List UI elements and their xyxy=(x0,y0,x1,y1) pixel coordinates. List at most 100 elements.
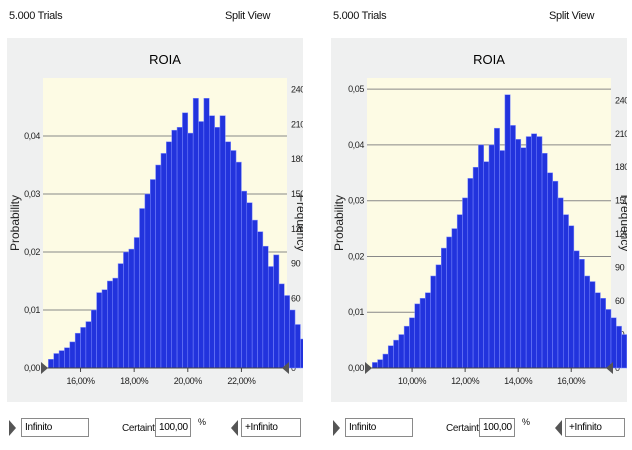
histogram-bar xyxy=(382,353,389,369)
histogram-bar xyxy=(621,334,627,369)
right-grabber-icon[interactable] xyxy=(231,420,238,436)
y2-tick-label: 60 xyxy=(291,293,301,303)
lower-bound-input[interactable]: Infinito xyxy=(21,418,89,437)
split-view-toggle[interactable]: Split View xyxy=(225,10,271,22)
histogram-bar xyxy=(568,225,575,369)
x-tick-label: 10,00% xyxy=(398,376,427,386)
right-panel: 5.000 Trials Split View ROIA 0,00 0,01 0,02… xyxy=(327,0,629,450)
histogram-bar xyxy=(393,339,400,369)
histogram-bar xyxy=(467,178,474,369)
histogram-bar xyxy=(123,251,130,369)
left-panel: 5.000 Trials Split View ROIA 0,00 0,01 0,02… xyxy=(3,0,305,450)
histogram-bar xyxy=(552,180,559,369)
y-axis-title: Probability xyxy=(332,195,346,251)
histogram-bar xyxy=(409,317,415,369)
chart-title: ROIA xyxy=(149,52,181,67)
left-marker-icon xyxy=(365,362,372,374)
histogram-bar xyxy=(435,264,442,369)
histogram-bar xyxy=(48,359,54,369)
x-tick-label: 16,00% xyxy=(66,376,95,386)
histogram-bar xyxy=(578,259,585,369)
certainty-bar: Infinito Certainty: 100,00 % +Infinito xyxy=(3,412,305,446)
histogram-bar xyxy=(246,202,253,369)
histogram-bar xyxy=(74,332,81,369)
y2-tick-label: 240 xyxy=(291,85,303,95)
histogram-bar xyxy=(112,277,119,369)
left-grabber-icon[interactable] xyxy=(333,420,340,436)
histogram-bar xyxy=(504,94,511,369)
histogram-bar xyxy=(589,281,596,369)
histogram-bar xyxy=(584,275,591,369)
histogram-bar xyxy=(267,266,274,369)
right-marker-icon xyxy=(282,362,289,374)
histogram-bar xyxy=(284,295,290,369)
histogram-bar xyxy=(387,345,394,369)
histogram-bar xyxy=(203,98,210,369)
histogram-bar xyxy=(294,324,301,369)
lower-bound-input[interactable]: Infinito xyxy=(345,418,413,437)
histogram-bar xyxy=(446,236,453,369)
histogram-bar xyxy=(278,283,285,369)
histogram-bar xyxy=(425,292,431,369)
histogram-bar xyxy=(230,150,237,369)
histogram-bar xyxy=(144,193,151,369)
histogram-bar xyxy=(117,263,124,369)
histogram-bar xyxy=(462,197,469,369)
histogram-bar xyxy=(525,136,532,369)
histogram-bar xyxy=(472,166,479,369)
histogram-bar xyxy=(610,317,617,369)
histogram-bar xyxy=(182,112,189,369)
certainty-input[interactable]: 100,00 xyxy=(479,418,515,437)
left-marker-icon xyxy=(41,362,48,374)
histogram-bar xyxy=(235,161,242,369)
y2-tick-label: 120 xyxy=(291,224,303,234)
y-tick-label: 0,02 xyxy=(348,251,364,261)
histogram-bar xyxy=(483,161,490,369)
histogram-bar xyxy=(536,136,543,369)
histogram-bar xyxy=(547,172,553,369)
y-axis-title: Probability xyxy=(8,195,22,251)
percent-unit: % xyxy=(198,417,207,427)
chart-container: ROIA0,000,010,020,030,040,05030609012015… xyxy=(331,38,627,402)
histogram-bar xyxy=(494,127,500,369)
histogram-bar xyxy=(198,121,205,369)
histogram-chart: ROIA0,000,010,020,030,040306090120150180… xyxy=(8,52,303,386)
x-tick-label: 20,00% xyxy=(174,376,203,386)
x-tick-label: 22,00% xyxy=(227,376,256,386)
y-tick-label: 0,04 xyxy=(348,140,364,150)
split-view-toggle[interactable]: Split View xyxy=(549,10,595,22)
histogram-bar xyxy=(541,153,548,369)
x-tick-label: 16,00% xyxy=(557,376,586,386)
histogram-bar xyxy=(91,309,97,369)
upper-bound-input[interactable]: +Infinito xyxy=(241,418,301,437)
x-tick-label: 12,00% xyxy=(451,376,480,386)
histogram-bar xyxy=(139,208,146,369)
histogram-bar xyxy=(509,125,516,369)
trials-count: 5.000 Trials xyxy=(333,10,387,22)
y2-tick-label: 210 xyxy=(615,129,627,139)
histogram-bar xyxy=(563,214,569,369)
y2-axis-title: Frequency xyxy=(618,195,627,252)
panel-header: 5.000 Trials Split View xyxy=(327,0,629,38)
y-tick-label: 0,03 xyxy=(348,196,364,206)
histogram-bar xyxy=(300,338,303,369)
y2-tick-label: 60 xyxy=(615,296,625,306)
left-grabber-icon[interactable] xyxy=(9,420,16,436)
histogram-bar xyxy=(372,362,378,369)
y2-tick-label: 180 xyxy=(615,162,627,172)
x-tick-label: 18,00% xyxy=(120,376,149,386)
right-grabber-icon[interactable] xyxy=(555,420,562,436)
histogram-bar xyxy=(478,144,484,369)
upper-bound-input[interactable]: +Infinito xyxy=(565,418,625,437)
y-tick-label: 0,00 xyxy=(24,363,40,373)
y-tick-label: 0,01 xyxy=(24,305,40,315)
histogram-bar xyxy=(85,321,92,369)
histogram-bar xyxy=(573,250,580,369)
histogram-bar xyxy=(241,190,248,369)
histogram-bar xyxy=(499,150,506,369)
y-tick-label: 0,02 xyxy=(24,247,40,257)
histogram-bar xyxy=(456,214,463,369)
histogram-bar xyxy=(273,254,280,369)
histogram-bar xyxy=(257,231,264,369)
certainty-input[interactable]: 100,00 xyxy=(155,418,191,437)
